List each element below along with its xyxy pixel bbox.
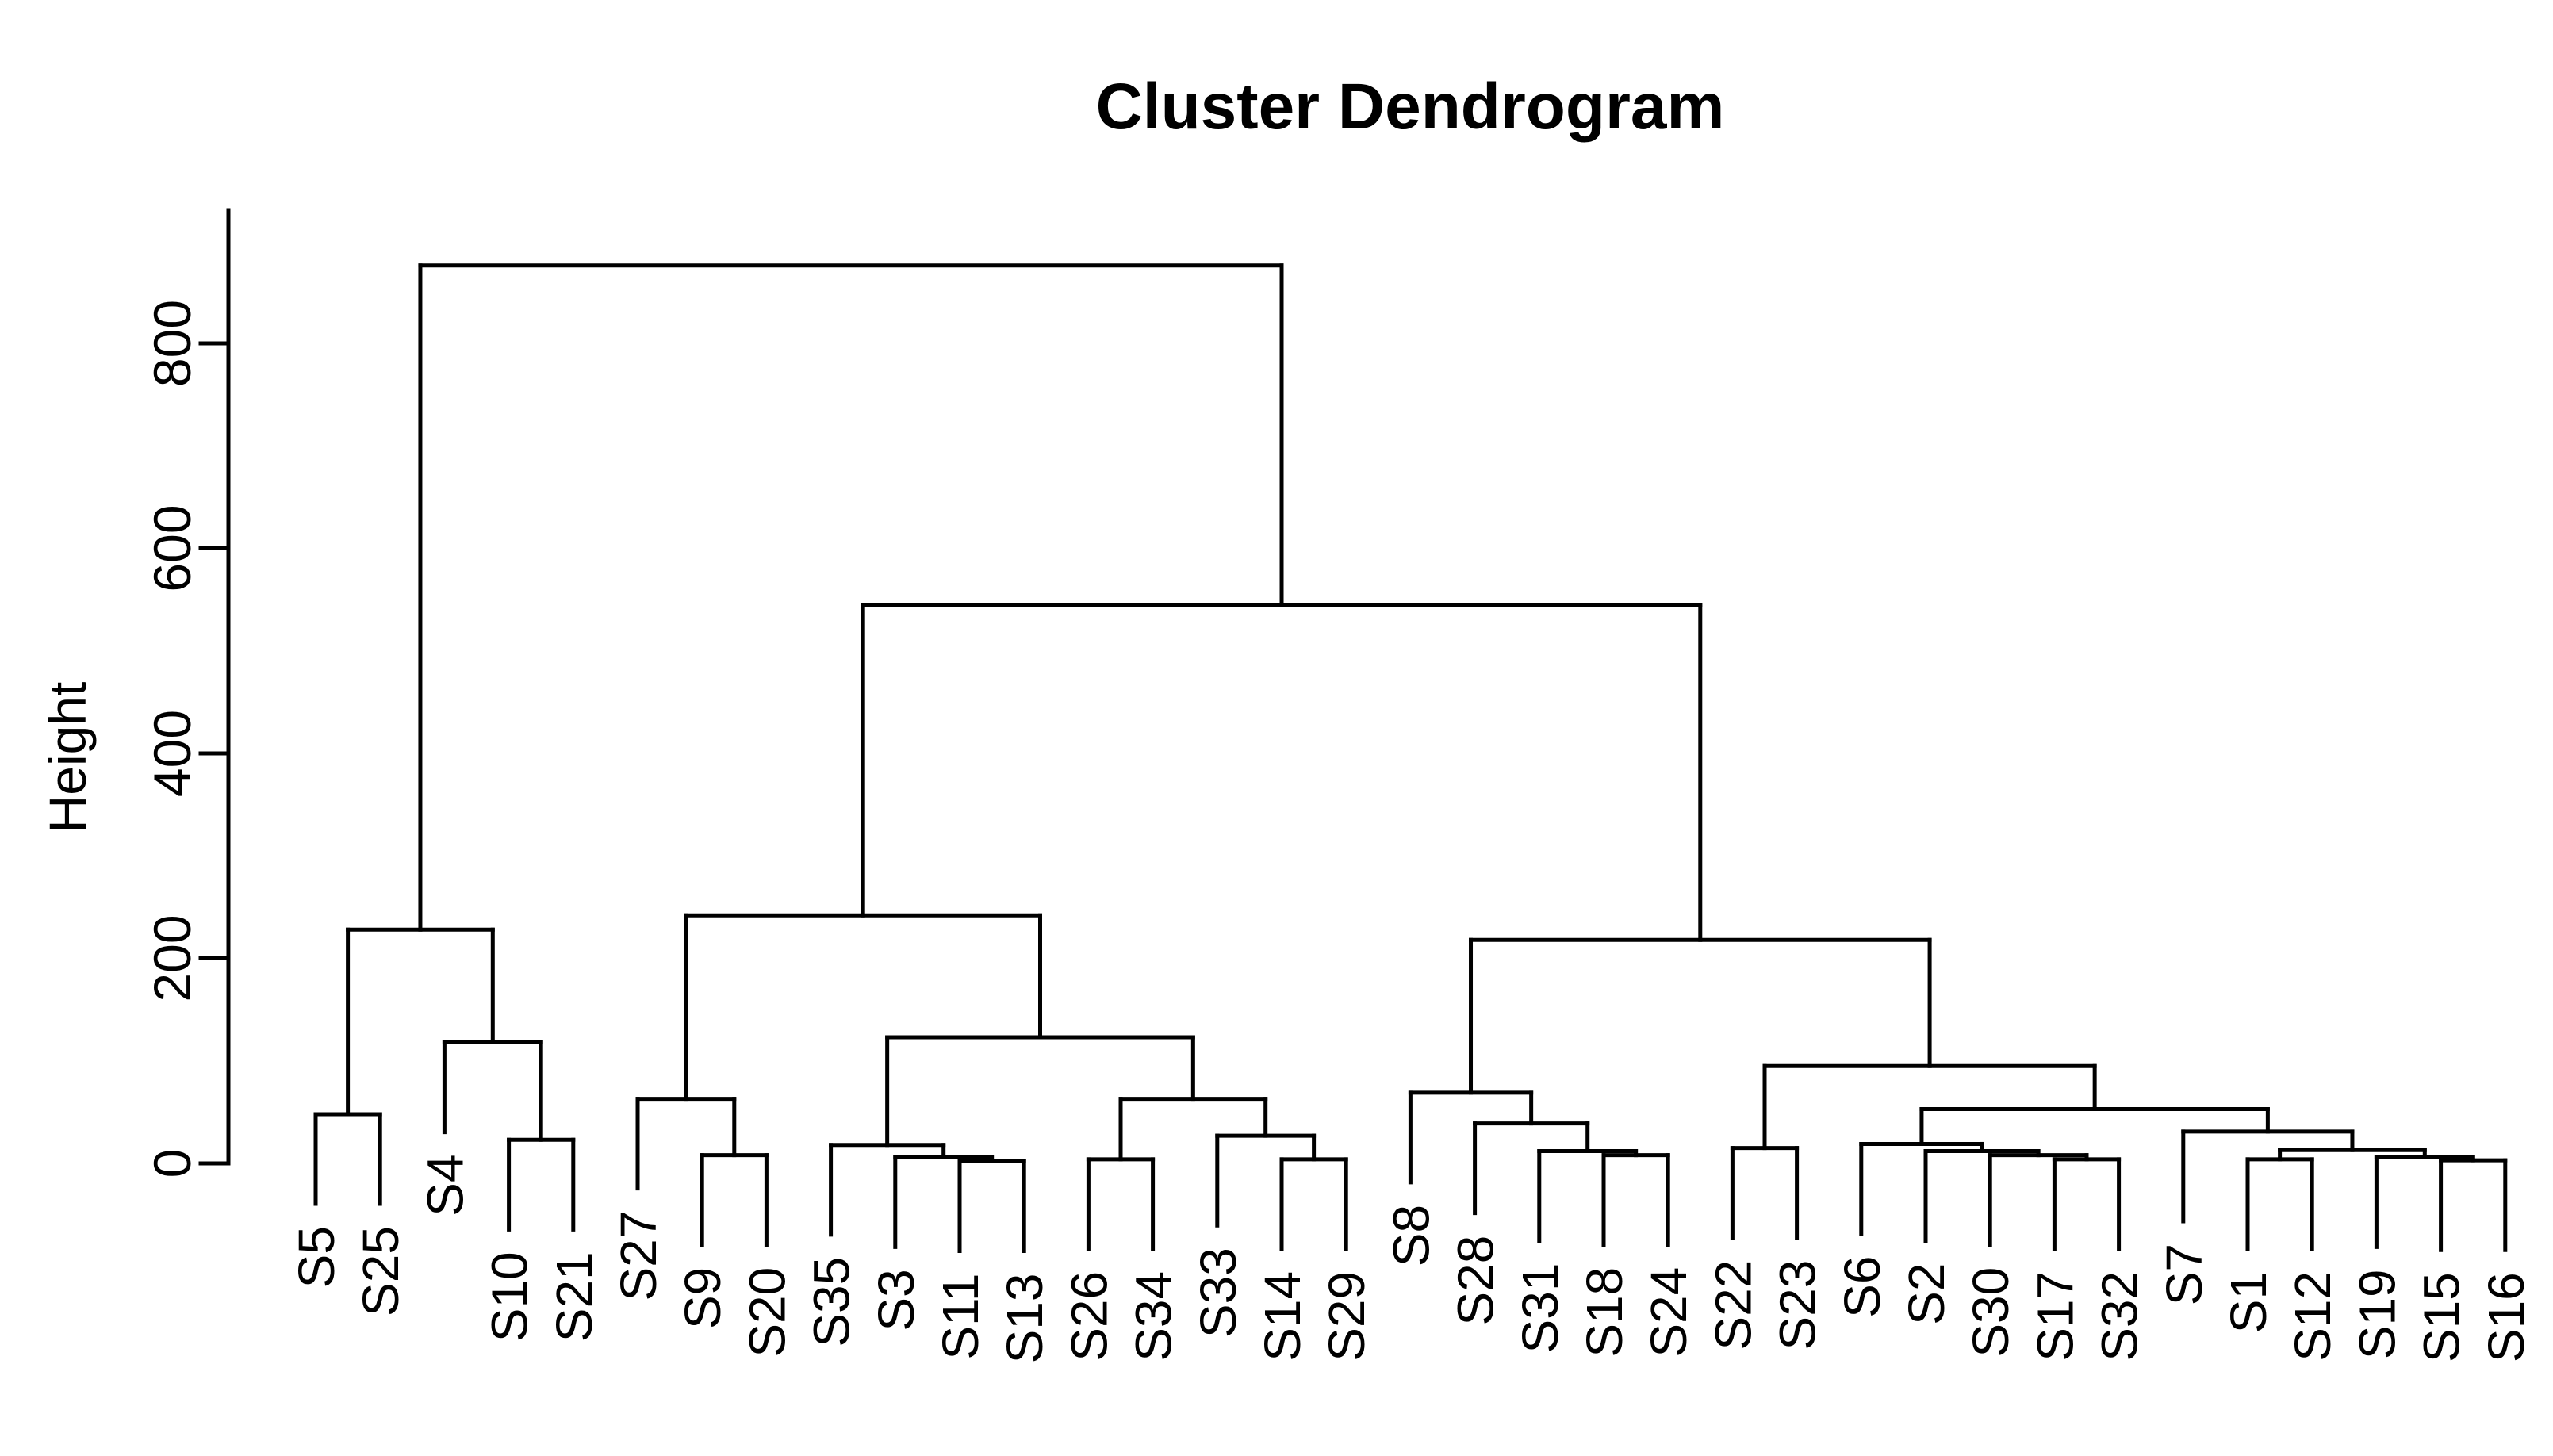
leaf-label: S6 <box>1834 1256 1891 1318</box>
leaf-label: S1 <box>2220 1271 2277 1333</box>
chart-title: Cluster Dendrogram <box>1096 71 1725 143</box>
y-axis-title: Height <box>38 682 97 833</box>
leaf-label: S35 <box>803 1257 861 1347</box>
leaf-label: S21 <box>546 1251 603 1342</box>
leaf-label: S25 <box>352 1226 409 1316</box>
leaf-label: S29 <box>1318 1271 1375 1362</box>
leaf-label: S23 <box>1769 1260 1827 1351</box>
leaf-label: S18 <box>1576 1267 1633 1358</box>
y-axis: 0 200 400 600 800 <box>143 208 231 1178</box>
leaf-label: S14 <box>1254 1271 1311 1362</box>
leaf-label: S17 <box>2026 1271 2083 1362</box>
leaf-label: S13 <box>996 1274 1053 1364</box>
y-tick-label: 400 <box>143 710 201 797</box>
leaf-label: S19 <box>2348 1269 2405 1359</box>
leaf-label: S33 <box>1190 1247 1247 1338</box>
leaf-label: S15 <box>2413 1272 2471 1362</box>
leaf-label: S31 <box>1512 1263 1569 1354</box>
leaf-label: S22 <box>1704 1260 1761 1351</box>
leaf-label: S2 <box>1898 1263 1955 1325</box>
leaf-label: S5 <box>288 1226 345 1288</box>
y-tick-label: 200 <box>143 914 201 1002</box>
leaf-label: S34 <box>1125 1271 1183 1362</box>
leaf-label: S8 <box>1382 1205 1439 1266</box>
leaf-label: S7 <box>2156 1243 2213 1305</box>
leaf-label: S9 <box>674 1267 731 1329</box>
leaf-label: S32 <box>2091 1271 2149 1362</box>
y-tick-label: 0 <box>143 1149 201 1178</box>
leaf-label: S12 <box>2284 1271 2341 1362</box>
leaf-label: S24 <box>1640 1267 1697 1358</box>
leaf-label: S11 <box>932 1274 989 1360</box>
leaf-label: S27 <box>610 1211 667 1301</box>
leaf-label: S20 <box>738 1267 795 1358</box>
y-tick-label: 600 <box>143 504 201 592</box>
leaf-label: S28 <box>1447 1236 1505 1326</box>
leaf-label: S30 <box>1962 1267 2019 1358</box>
leaf-label: S26 <box>1060 1271 1117 1362</box>
leaf-label: S3 <box>868 1269 925 1331</box>
leaf-label: S4 <box>416 1155 473 1217</box>
leaf-label: S16 <box>2478 1272 2535 1362</box>
y-tick-label: 800 <box>143 300 201 387</box>
leaf-label: S10 <box>481 1251 539 1342</box>
dendrogram-tree <box>313 263 2508 1254</box>
